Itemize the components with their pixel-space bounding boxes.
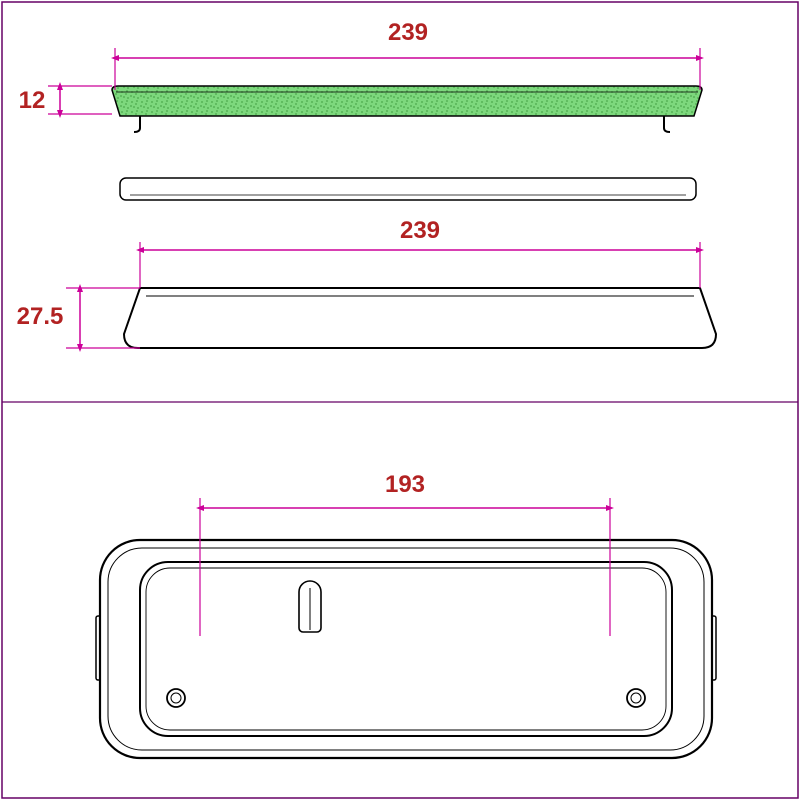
mid-height: 27.5 bbox=[17, 303, 64, 330]
top-width: 239 bbox=[388, 19, 428, 46]
top-height: 12 bbox=[19, 87, 46, 114]
base-side-view bbox=[124, 288, 716, 348]
bot-width: 193 bbox=[385, 471, 425, 498]
cover-profile bbox=[120, 178, 696, 200]
technical-drawing: 239 12 239 27.5 193 bbox=[0, 0, 800, 800]
mounting-clip bbox=[134, 116, 140, 132]
mid-width: 239 bbox=[400, 217, 440, 244]
base-outer bbox=[100, 540, 712, 758]
front-plate bbox=[112, 86, 702, 116]
mounting-clip bbox=[664, 116, 670, 132]
